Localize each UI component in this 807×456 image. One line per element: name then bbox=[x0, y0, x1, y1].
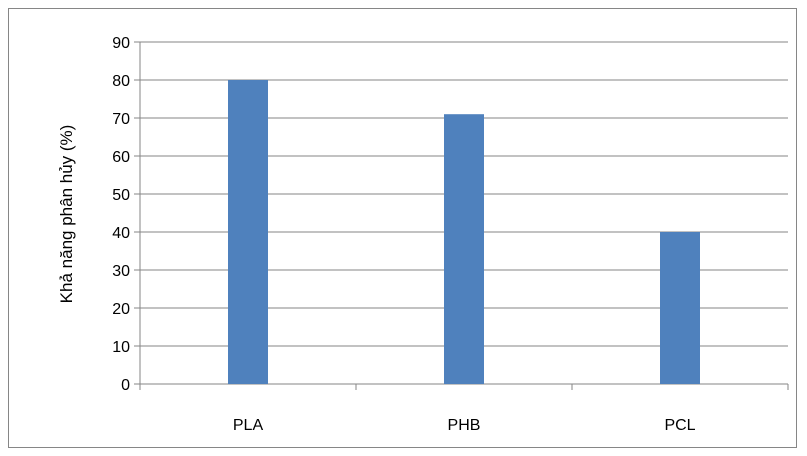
y-tick-label: 30 bbox=[112, 263, 130, 280]
bar-phb bbox=[444, 114, 484, 384]
y-tick-label: 0 bbox=[121, 377, 130, 394]
y-tick-label: 60 bbox=[112, 149, 130, 166]
bars bbox=[228, 80, 700, 384]
y-axis-title: Khả năng phân hủy (%) bbox=[57, 125, 76, 304]
y-tick-label: 50 bbox=[112, 187, 130, 204]
bar-pla bbox=[228, 80, 268, 384]
y-tick-label: 80 bbox=[112, 73, 130, 90]
x-tick-label: PHB bbox=[448, 417, 481, 434]
y-tick-label: 90 bbox=[112, 35, 130, 52]
y-tick-label: 70 bbox=[112, 111, 130, 128]
y-tick-label: 10 bbox=[112, 339, 130, 356]
x-tick-label: PCL bbox=[664, 417, 695, 434]
y-tick-label: 40 bbox=[112, 225, 130, 242]
y-tick-label: 20 bbox=[112, 301, 130, 318]
x-tick-label: PLA bbox=[233, 417, 264, 434]
bar-pcl bbox=[660, 232, 700, 384]
tick-labels: 0 10 20 30 40 50 60 70 80 90 PLA PHB PCL bbox=[112, 35, 695, 434]
